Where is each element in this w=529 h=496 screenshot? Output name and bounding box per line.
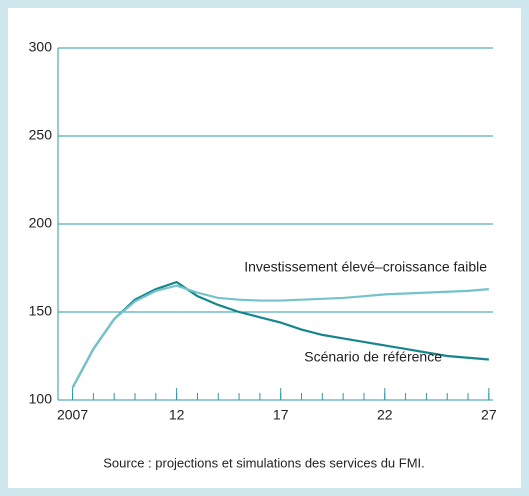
series-line — [71, 284, 489, 389]
y-tick-label: 200 — [29, 215, 53, 231]
y-tick-label: 250 — [29, 127, 53, 143]
series-label: Scénario de référence — [304, 349, 442, 365]
x-tick-label: 17 — [273, 407, 289, 423]
x-tick-label: 27 — [481, 407, 497, 423]
x-tick-label: 22 — [377, 407, 393, 423]
x-tick-label: 2007 — [57, 407, 88, 423]
y-tick-label: 100 — [29, 391, 53, 407]
series-line — [71, 280, 489, 389]
y-tick-label: 150 — [29, 303, 53, 319]
panel — [8, 8, 521, 488]
x-tick-label: 12 — [169, 407, 185, 423]
source-note: Source : projections et simulations des … — [103, 455, 425, 470]
series-label: Investissement élevé–croissance faible — [244, 259, 487, 275]
y-tick-label: 300 — [29, 39, 53, 55]
